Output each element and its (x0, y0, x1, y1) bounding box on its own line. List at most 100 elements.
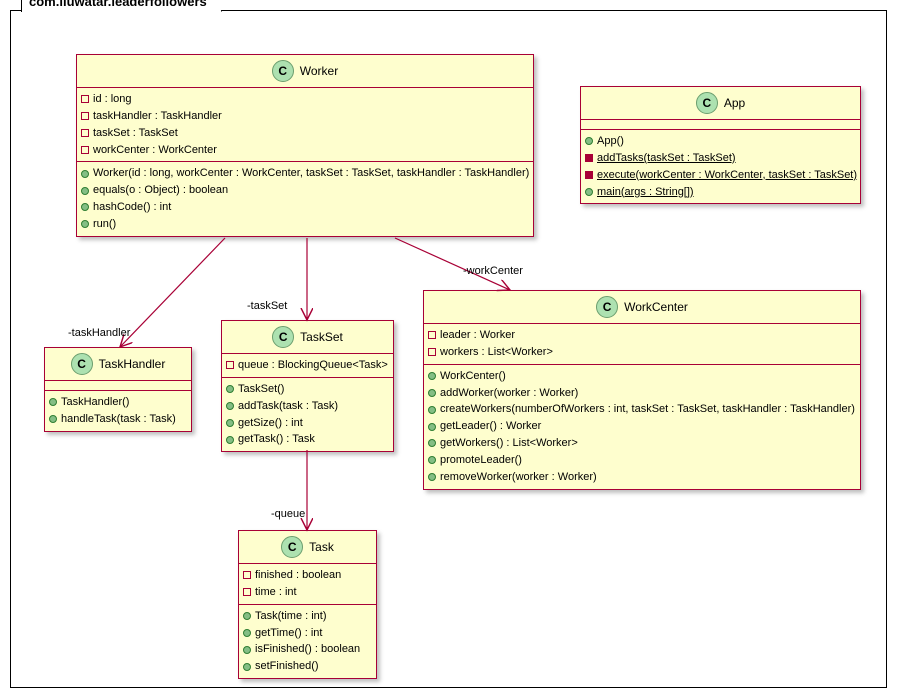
edge-label-queue: -queue (271, 508, 305, 520)
member-text: run() (93, 217, 116, 232)
edge-label-workcenter: -workCenter (463, 265, 523, 277)
privfill-visibility-icon (585, 154, 593, 162)
member-text: finished : boolean (255, 568, 341, 583)
member: leader : Worker (428, 327, 856, 344)
member: setFinished() (243, 658, 372, 675)
public-visibility-icon (428, 423, 436, 431)
private-visibility-icon (243, 571, 251, 579)
edge-label-taskhandler: -taskHandler (68, 327, 130, 339)
methods-section: TaskHandler()handleTask(task : Task) (45, 391, 191, 431)
fields-section: queue : BlockingQueue<Task> (222, 354, 393, 378)
class-name: TaskHandler (99, 357, 166, 371)
public-visibility-icon (81, 187, 89, 195)
member-text: workCenter : WorkCenter (93, 143, 217, 158)
member-text: getTask() : Task (238, 432, 315, 447)
member: getWorkers() : List<Worker> (428, 435, 856, 452)
private-visibility-icon (428, 348, 436, 356)
public-visibility-icon (243, 629, 251, 637)
public-visibility-icon (81, 170, 89, 178)
member-text: App() (597, 134, 624, 149)
member-text: workers : List<Worker> (440, 345, 553, 360)
member: workCenter : WorkCenter (81, 142, 529, 159)
class-stereotype-icon: C (281, 536, 303, 558)
public-visibility-icon (243, 612, 251, 620)
class-taskhandler: C TaskHandler TaskHandler()handleTask(ta… (44, 347, 192, 432)
member: taskHandler : TaskHandler (81, 108, 529, 125)
member: handleTask(task : Task) (49, 411, 187, 428)
methods-section: WorkCenter()addWorker(worker : Worker)cr… (424, 365, 860, 489)
fields-section: leader : Worker workers : List<Worker> (424, 324, 860, 365)
public-visibility-icon (428, 372, 436, 380)
public-visibility-icon (226, 385, 234, 393)
public-visibility-icon (49, 415, 57, 423)
class-title: C WorkCenter (424, 291, 860, 324)
private-visibility-icon (428, 331, 436, 339)
member-text: id : long (93, 92, 132, 107)
member: queue : BlockingQueue<Task> (226, 357, 389, 374)
class-title: C Worker (77, 55, 533, 88)
member-text: execute(workCenter : WorkCenter, taskSet… (597, 168, 857, 183)
public-visibility-icon (226, 419, 234, 427)
member-text: equals(o : Object) : boolean (93, 183, 228, 198)
public-visibility-icon (81, 220, 89, 228)
fields-section (45, 381, 191, 391)
member: main(args : String[]) (585, 184, 856, 201)
member-text: getWorkers() : List<Worker> (440, 436, 578, 451)
member: execute(workCenter : WorkCenter, taskSet… (585, 167, 856, 184)
class-stereotype-icon: C (71, 353, 93, 375)
member-text: handleTask(task : Task) (61, 412, 176, 427)
privfill-visibility-icon (585, 171, 593, 179)
member-text: main(args : String[]) (597, 185, 694, 200)
class-worker: C Worker id : longtaskHandler : TaskHand… (76, 54, 534, 237)
member: WorkCenter() (428, 368, 856, 385)
fields-section (581, 120, 860, 130)
member-text: Task(time : int) (255, 609, 327, 624)
public-visibility-icon (243, 663, 251, 671)
methods-section: Task(time : int) getTime() : intisFinishe… (239, 605, 376, 678)
member: Task(time : int) (243, 608, 372, 625)
public-visibility-icon (49, 398, 57, 406)
class-name: TaskSet (300, 330, 343, 344)
class-title: C App (581, 87, 860, 120)
public-visibility-icon (428, 473, 436, 481)
private-visibility-icon (81, 95, 89, 103)
member: run() (81, 216, 529, 233)
public-visibility-icon (428, 389, 436, 397)
methods-section: TaskSet()addTask(task : Task)getSize() :… (222, 378, 393, 451)
private-visibility-icon (243, 588, 251, 596)
member-text: getLeader() : Worker (440, 419, 541, 434)
class-title: C TaskSet (222, 321, 393, 354)
member: removeWorker(worker : Worker) (428, 469, 856, 486)
public-visibility-icon (81, 203, 89, 211)
member-text: setFinished() (255, 659, 319, 674)
member-text: addTask(task : Task) (238, 399, 338, 414)
private-visibility-icon (81, 112, 89, 120)
methods-section: App()addTasks(taskSet : TaskSet)execute(… (581, 130, 860, 203)
member: createWorkers(numberOfWorkers : int, tas… (428, 401, 856, 418)
public-visibility-icon (428, 439, 436, 447)
class-taskset: C TaskSet queue : BlockingQueue<Task> Ta… (221, 320, 394, 452)
private-visibility-icon (226, 361, 234, 369)
class-name: WorkCenter (624, 300, 688, 314)
member: TaskHandler() (49, 394, 187, 411)
member: getTask() : Task (226, 431, 389, 448)
member: Worker(id : long, workCenter : WorkCente… (81, 165, 529, 182)
member-text: hashCode() : int (93, 200, 171, 215)
class-workcenter: C WorkCenter leader : Worker workers : Li… (423, 290, 861, 490)
member-text: isFinished() : boolean (255, 642, 360, 657)
private-visibility-icon (81, 129, 89, 137)
edge-label-taskset: -taskSet (247, 300, 287, 312)
member: TaskSet() (226, 381, 389, 398)
member-text: leader : Worker (440, 328, 515, 343)
member-text: getTime() : int (255, 626, 322, 641)
public-visibility-icon (585, 188, 593, 196)
member: getLeader() : Worker (428, 418, 856, 435)
member: equals(o : Object) : boolean (81, 182, 529, 199)
class-stereotype-icon: C (272, 326, 294, 348)
class-name: Task (309, 540, 334, 554)
member: time : int (243, 584, 372, 601)
member: finished : boolean (243, 567, 372, 584)
class-stereotype-icon: C (272, 60, 294, 82)
member: promoteLeader() (428, 452, 856, 469)
member-text: createWorkers(numberOfWorkers : int, tas… (440, 402, 855, 417)
